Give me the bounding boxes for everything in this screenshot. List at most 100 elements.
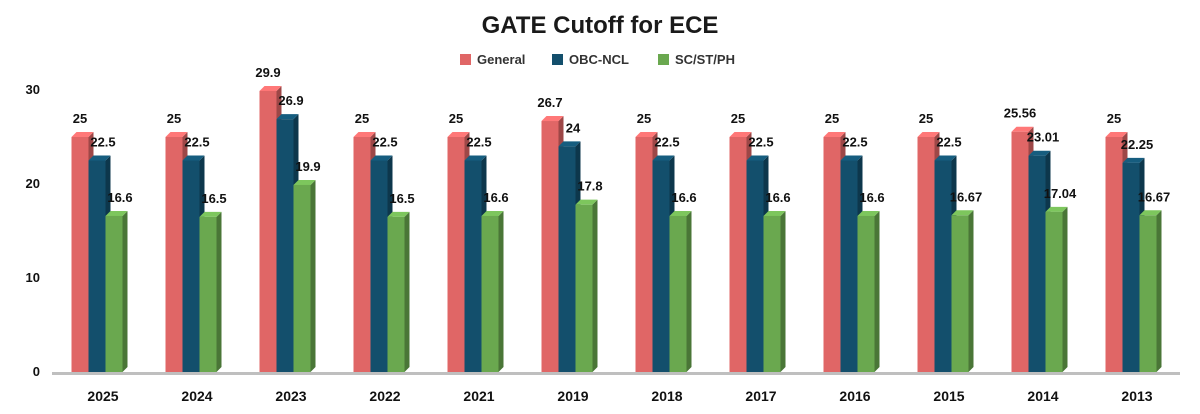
bar-top [746, 155, 769, 161]
bar-side [404, 211, 410, 372]
data-label: 25 [637, 111, 651, 126]
bar-top [353, 132, 376, 137]
x-tick-label: 2019 [557, 388, 588, 404]
data-label: 22.5 [748, 135, 773, 150]
bar-front [934, 160, 952, 372]
data-label: 25 [825, 111, 839, 126]
bar-sc-st-ph-2022 [387, 211, 410, 372]
data-label: 16.5 [389, 191, 414, 206]
bar-sc-st-ph-2019 [575, 199, 598, 372]
bar-side [780, 210, 786, 372]
bar-top [558, 141, 581, 147]
bar-front [1045, 211, 1063, 372]
bar-top [823, 132, 846, 137]
data-label: 29.9 [255, 65, 280, 80]
data-label: 22.5 [466, 135, 491, 150]
bar-front [71, 137, 89, 372]
bar-front [635, 137, 653, 372]
y-tick-label: 0 [33, 364, 40, 379]
bar-top [575, 199, 598, 205]
bar-front [541, 121, 559, 373]
bar-sc-st-ph-2014 [1045, 206, 1068, 372]
bar-front [276, 119, 294, 372]
bar-front [481, 215, 499, 372]
data-label: 25 [919, 111, 933, 126]
bar-top [259, 85, 282, 91]
data-label: 24 [566, 120, 581, 135]
legend-label: OBC-NCL [569, 52, 629, 67]
bar-front [259, 90, 277, 372]
y-axis: 0 10 20 30 [26, 82, 1180, 379]
data-label: 25 [73, 111, 87, 126]
x-tick-label: 2024 [181, 388, 212, 404]
x-tick-label: 2022 [369, 388, 400, 404]
bar-top [917, 132, 940, 137]
x-tick-label: 2023 [275, 388, 306, 404]
bar-front [353, 137, 371, 372]
bar-front [951, 215, 969, 372]
bar-front [558, 146, 576, 372]
bar-front [857, 215, 875, 372]
bar-front [182, 160, 200, 372]
bar-front [165, 137, 183, 372]
x-tick-label: 2016 [839, 388, 870, 404]
bar-side [1156, 210, 1162, 372]
bar-top [88, 155, 111, 161]
bar-sc-st-ph-2024 [199, 211, 222, 372]
bar-front [652, 160, 670, 372]
bar-top [857, 210, 880, 216]
bar-front [763, 215, 781, 372]
bar-top [934, 155, 957, 161]
bar-front [293, 184, 311, 372]
bar-front [105, 215, 123, 372]
data-label: 25 [167, 111, 181, 126]
y-tick-label: 20 [26, 176, 40, 191]
bar-top [370, 155, 393, 161]
bar-top [105, 210, 128, 216]
bar-top [763, 210, 786, 216]
data-label: 23.01 [1027, 130, 1060, 145]
data-label: 25.56 [1004, 106, 1037, 121]
bar-side [968, 210, 974, 372]
data-label: 25 [731, 111, 745, 126]
bar-front [917, 137, 935, 372]
bar-side [1062, 206, 1068, 372]
bar-top [199, 211, 222, 217]
bar-front [88, 160, 106, 372]
bar-top [165, 132, 188, 137]
x-tick-label: 2013 [1121, 388, 1152, 404]
bar-top [1105, 132, 1128, 137]
bar-front [1011, 131, 1029, 372]
bar-top [1139, 210, 1162, 216]
data-label: 25 [449, 111, 463, 126]
data-label: 17.04 [1044, 186, 1077, 201]
bar-top [840, 155, 863, 161]
bar-sc-st-ph-2013 [1139, 210, 1162, 372]
bar-side [122, 210, 128, 372]
bar-top [669, 210, 692, 216]
bar-front [729, 137, 747, 372]
y-tick-label: 30 [26, 82, 40, 97]
bar-top [71, 132, 94, 137]
data-label: 16.6 [765, 190, 790, 205]
data-label: 19.9 [295, 159, 320, 174]
data-label: 16.67 [1138, 189, 1171, 204]
x-tick-label: 2017 [745, 388, 776, 404]
bar-top [1028, 150, 1051, 156]
bar-top [387, 211, 410, 217]
data-labels-group: 2522.516.62522.516.529.926.919.92522.516… [73, 65, 1171, 206]
bar-front [199, 216, 217, 372]
x-tick-label: 2025 [87, 388, 118, 404]
y-tick-label: 10 [26, 270, 40, 285]
data-label: 22.5 [372, 135, 397, 150]
bar-side [216, 211, 222, 372]
data-label: 25 [355, 111, 369, 126]
bar-top [481, 210, 504, 216]
data-label: 25 [1107, 111, 1121, 126]
bar-front [370, 160, 388, 372]
x-tick-label: 2018 [651, 388, 682, 404]
data-label: 16.6 [671, 190, 696, 205]
bar-side [310, 179, 316, 372]
